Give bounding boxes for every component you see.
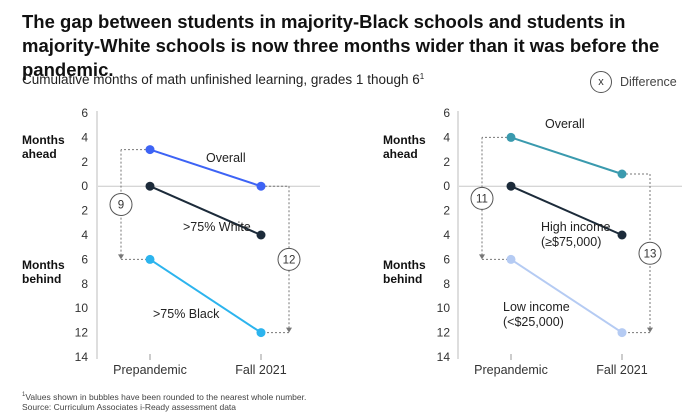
left-months-ahead-label: Months ahead xyxy=(22,133,65,161)
chart1-y-tick-label: 6 xyxy=(81,252,88,266)
chart1-y-tick-label: 4 xyxy=(81,130,88,144)
chart1-series-line xyxy=(149,148,262,188)
chart2-y-tick-label: 4 xyxy=(443,228,450,242)
chart2-data-point xyxy=(506,181,516,191)
footnote-text: Values shown in bubbles have been rounde… xyxy=(25,391,307,402)
behind-label-line2: behind xyxy=(22,272,62,286)
chart1-difference-value: 12 xyxy=(283,254,296,266)
behind-label-line2: behind xyxy=(383,272,423,286)
chart1-series-line xyxy=(149,258,262,334)
chart2-data-point xyxy=(617,230,627,240)
chart2-difference-value: 11 xyxy=(476,193,488,205)
subtitle-text: Cumulative months of math unfinished lea… xyxy=(22,72,420,87)
chart1-series-label: Overall xyxy=(206,151,246,165)
chart2-difference-arrowhead xyxy=(479,254,485,260)
chart1-difference-arrowhead xyxy=(118,254,124,260)
ahead-label-line2: ahead xyxy=(383,147,418,161)
chart1-y-tick-label: 10 xyxy=(75,301,89,315)
chart2-series-label: High income xyxy=(541,220,611,234)
footnote: 1Values shown in bubbles have been round… xyxy=(22,390,306,413)
chart1-difference-bubble xyxy=(109,193,133,216)
subtitle: Cumulative months of math unfinished lea… xyxy=(22,72,424,87)
chart1-data-point xyxy=(145,145,155,155)
ahead-label-line1: Months xyxy=(383,133,426,147)
chart1-y-tick-label: 0 xyxy=(81,179,88,193)
chart2-difference-value: 13 xyxy=(644,248,657,260)
chart2-series-line xyxy=(510,185,623,236)
footnote-mark: 1 xyxy=(22,392,26,398)
chart1-x-tick-label: Fall 2021 xyxy=(235,363,286,377)
ahead-label-line1: Months xyxy=(22,133,65,147)
chart2-y-tick-label: 0 xyxy=(443,179,450,193)
chart2-y-tick-label: 4 xyxy=(443,130,450,144)
chart2-y-tick-label: 2 xyxy=(443,204,450,218)
behind-label-line1: Months xyxy=(383,258,426,272)
chart1-y-tick-label: 14 xyxy=(75,350,89,364)
chart1-series-label: >75% Black xyxy=(153,307,220,321)
chart2-data-point xyxy=(506,254,516,264)
right-months-behind-label: Months behind xyxy=(383,258,426,286)
chart2-data-point xyxy=(617,328,627,338)
footnote-source: Source: Curriculum Associates i-Ready as… xyxy=(22,402,237,413)
chart2-y-tick-label: 2 xyxy=(443,155,450,169)
chart2-difference-arrowhead xyxy=(647,327,653,333)
ahead-label-line2: ahead xyxy=(22,147,57,161)
chart1-difference-bubble xyxy=(277,247,301,271)
chart2-data-point xyxy=(506,132,516,142)
subtitle-footnote-mark: 1 xyxy=(419,72,425,81)
chart1-data-point xyxy=(256,181,266,191)
chart2-difference-bubble xyxy=(470,186,494,210)
right-months-ahead-label: Months ahead xyxy=(383,133,426,161)
chart1-series-label: >75% White xyxy=(183,220,251,234)
chart1-y-tick-label: 6 xyxy=(81,106,88,120)
chart1-difference-arrowhead xyxy=(286,327,292,333)
chart2-y-tick-label: 12 xyxy=(437,326,451,340)
chart2-y-tick-label: 6 xyxy=(443,106,450,120)
chart1-series-line xyxy=(149,185,262,236)
legend-bubble-icon: x xyxy=(590,71,612,93)
chart2-y-tick-label: 14 xyxy=(437,350,451,364)
chart1-y-tick-label: 12 xyxy=(75,326,89,340)
footnote-line1: 1Values shown in bubbles have been round… xyxy=(22,390,306,402)
chart2-series-line xyxy=(510,258,623,334)
chart2-y-tick-label: 8 xyxy=(443,277,450,291)
headline: The gap between students in majority-Bla… xyxy=(22,11,660,80)
chart1-data-point xyxy=(145,254,155,264)
chart1-y-tick-label: 2 xyxy=(81,155,88,169)
chart2-series-label: (≥$75,000) xyxy=(541,235,601,249)
chart2-x-tick-label: Fall 2021 xyxy=(596,363,647,377)
behind-label-line1: Months xyxy=(22,258,65,272)
chart2-series-line xyxy=(510,136,623,175)
legend-label: Difference xyxy=(620,75,677,89)
legend: x Difference xyxy=(590,70,677,94)
chart1-difference-value: 9 xyxy=(118,200,124,212)
chart1-x-tick-label: Prepandemic xyxy=(113,363,187,377)
chart2-difference-bubble xyxy=(638,241,662,265)
chart2-y-tick-label: 6 xyxy=(443,252,450,266)
chart1-data-point xyxy=(256,328,266,338)
chart1-data-point xyxy=(145,181,155,191)
chart1-y-tick-label: 4 xyxy=(81,228,88,242)
chart1-data-point xyxy=(256,230,266,240)
left-months-behind-label: Months behind xyxy=(22,258,65,286)
chart2-series-label: (<$25,000) xyxy=(503,315,564,329)
chart2-series-label: Overall xyxy=(545,117,585,131)
chart2-x-tick-label: Prepandemic xyxy=(474,363,548,377)
chart2-data-point xyxy=(617,169,627,179)
chart1-y-tick-label: 2 xyxy=(81,204,88,218)
chart2-series-label: Low income xyxy=(503,300,570,314)
chart2-y-tick-label: 10 xyxy=(437,301,451,315)
chart1-y-tick-label: 8 xyxy=(81,277,88,291)
